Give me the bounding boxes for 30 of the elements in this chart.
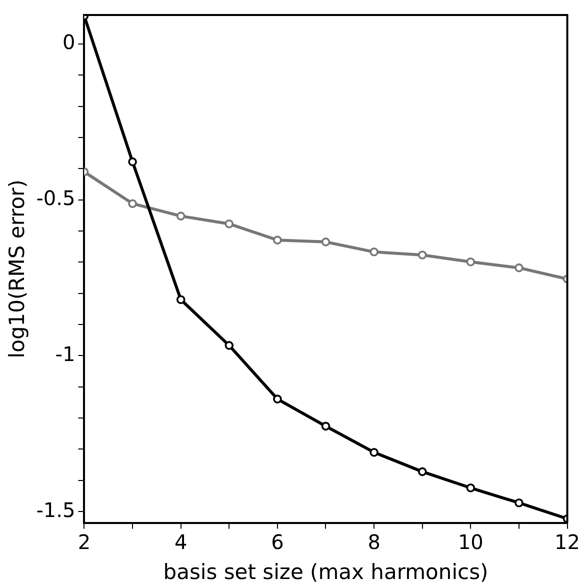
point xyxy=(418,250,427,260)
point xyxy=(273,394,282,404)
point xyxy=(273,236,282,244)
point xyxy=(466,257,476,266)
point xyxy=(176,212,186,220)
y-tick-label: 0 xyxy=(62,30,76,54)
y-tick-label: -1 xyxy=(55,342,76,366)
x-tick-label: 4 xyxy=(174,530,188,554)
point xyxy=(370,248,378,256)
point xyxy=(176,295,186,304)
point xyxy=(514,263,524,272)
point xyxy=(321,422,330,431)
point xyxy=(514,498,524,508)
point xyxy=(128,199,137,208)
point xyxy=(224,341,234,350)
point xyxy=(466,483,476,492)
point xyxy=(321,238,330,246)
x-tick-label: 6 xyxy=(271,530,284,554)
y-axis-title: log10(RMS error) xyxy=(5,180,30,358)
y-tick-label: -1.5 xyxy=(36,498,76,522)
point xyxy=(128,157,137,166)
x-tick-label: 10 xyxy=(458,530,484,554)
y-tick-label: -0.5 xyxy=(36,186,76,210)
x-axis-title: basis set size (max harmonics) xyxy=(163,560,488,584)
point xyxy=(418,467,427,476)
x-tick-label: 12 xyxy=(554,530,580,554)
x-tick-label: 2 xyxy=(78,530,91,554)
point xyxy=(370,448,378,457)
x-tick-label: 8 xyxy=(368,530,380,554)
point xyxy=(224,219,234,228)
